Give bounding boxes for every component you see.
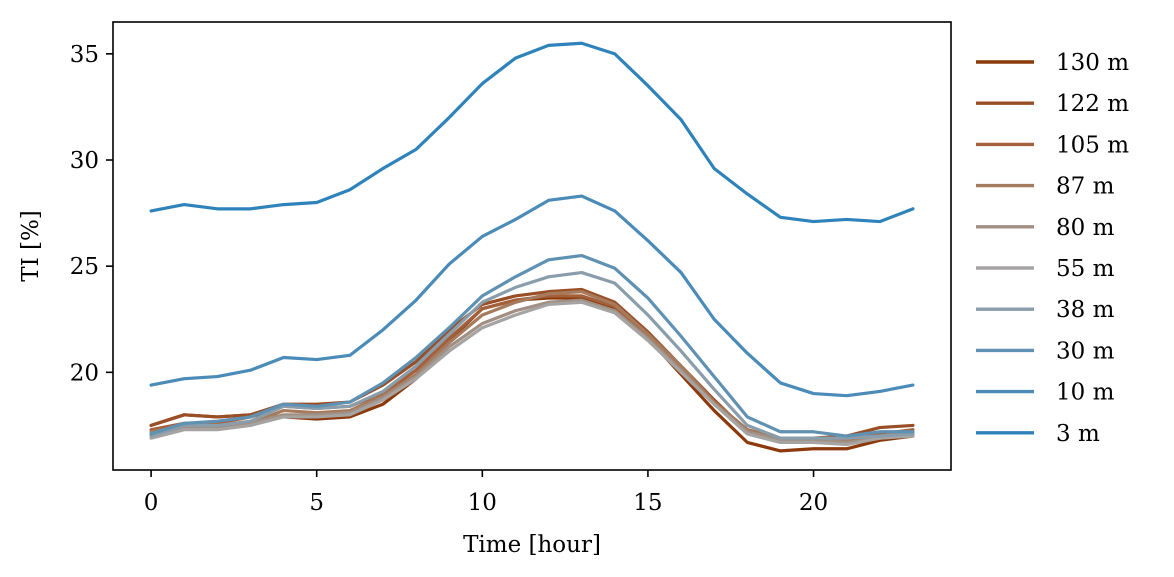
series-line-9 [149, 41, 915, 224]
legend-label: 3 m [1056, 421, 1100, 447]
axes: 0 5 10 15 20 20 25 30 35 [70, 21, 952, 516]
x-tick-label: 0 [144, 490, 159, 516]
plot-frame [112, 21, 952, 471]
series-line-7 [149, 253, 915, 438]
legend-label: 30 m [1056, 338, 1115, 364]
y-tick-label: 35 [70, 42, 99, 68]
y-axis-label: TI [%] [18, 210, 44, 282]
y-tick-label: 30 [70, 148, 99, 174]
series-line-8 [149, 194, 915, 398]
series-line-4 [149, 298, 915, 444]
plot-area [149, 41, 915, 453]
legend-label: 38 m [1056, 297, 1115, 323]
legend-label: 87 m [1056, 174, 1115, 200]
legend-label: 80 m [1056, 215, 1115, 241]
series-line-6 [149, 270, 915, 440]
legend-label: 122 m [1056, 91, 1129, 117]
series-line-5 [149, 300, 915, 447]
y-tick-label: 20 [70, 360, 99, 386]
x-tick-label: 15 [633, 490, 662, 516]
x-tick-label: 10 [468, 490, 497, 516]
y-tick-label: 25 [70, 254, 99, 280]
legend-label: 130 m [1056, 50, 1129, 76]
legend-label: 105 m [1056, 132, 1129, 158]
x-axis-label: Time [hour] [463, 532, 601, 558]
x-tick-label: 5 [309, 490, 324, 516]
legend: 130 m 122 m 105 m 87 m 80 m 55 m 38 m 30 m 10 m 3… [976, 50, 1129, 447]
x-tick-label: 20 [799, 490, 828, 516]
legend-label: 55 m [1056, 256, 1115, 282]
legend-label: 10 m [1056, 380, 1115, 406]
series-line-0 [149, 296, 915, 453]
